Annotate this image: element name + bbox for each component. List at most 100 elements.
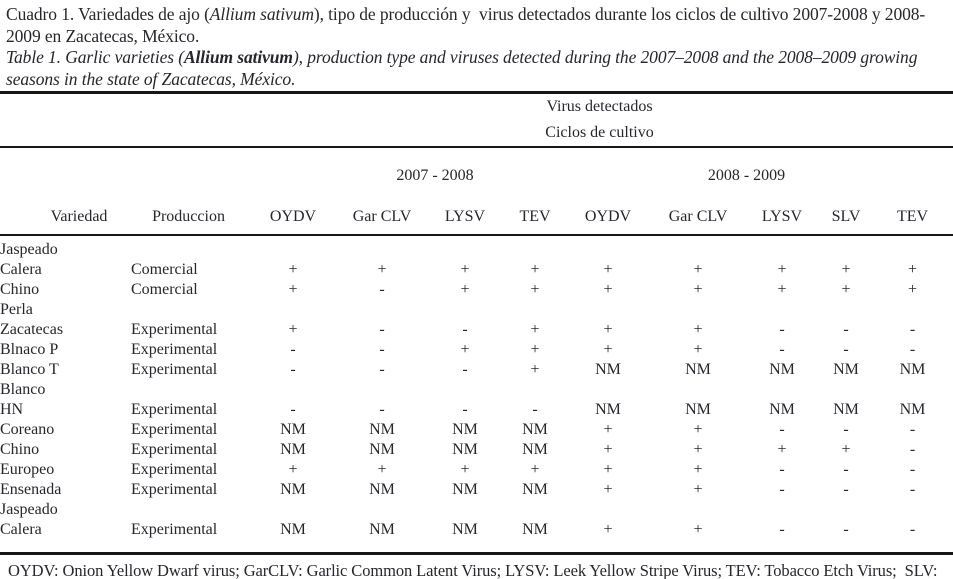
group-header-row: Virus detectados Ciclos de cultivo (0, 92, 953, 148)
virus-value-cell: NM (452, 521, 478, 538)
variety-line: Blanco T (0, 361, 59, 378)
production-cell: Experimental (131, 341, 218, 358)
variety-line: Perla (0, 301, 33, 318)
col-header-oydv-0708: OYDV (246, 191, 340, 236)
virus-value-cell: + (288, 461, 298, 478)
variety-line: Europeo (0, 461, 55, 478)
virus-value-cell: - (532, 401, 538, 418)
virus-value-cell: NM (369, 441, 395, 458)
virus-value-cell: - (779, 321, 785, 338)
season-2007-2008-cell: 2007 - 2008 (246, 147, 564, 191)
virus-value-cell: + (693, 281, 703, 298)
group-header-line2: Ciclos de cultivo (545, 124, 654, 141)
virus-value-cell: + (460, 261, 470, 278)
virus-value-cell: NM (899, 361, 926, 378)
variety-line: Jaspeado (0, 501, 58, 518)
virus-value-cell: + (603, 321, 613, 338)
virus-value-cell: + (693, 521, 703, 538)
virus-value-cell: NM (685, 401, 711, 418)
table-row-perla-zacatecas: Perla Zacatecas Experimental + - - + + +… (0, 300, 953, 340)
virus-value-cell: + (288, 261, 298, 278)
table-captions: Cuadro 1. Variedades de ajo (Allium sati… (0, 0, 953, 90)
virus-value-cell: + (603, 481, 613, 498)
virus-value-cell: - (843, 461, 849, 478)
variety-line: Calera (0, 521, 42, 538)
virus-value-cell: - (779, 481, 785, 498)
virus-value-cell: NM (769, 361, 795, 378)
virus-value-cell: + (460, 461, 470, 478)
virus-value-cell: NM (899, 401, 926, 418)
variety-cell: Ensenada (0, 480, 131, 500)
virus-value-cell: - (909, 481, 916, 498)
virus-value-cell: - (779, 341, 785, 358)
virus-value-cell: + (841, 261, 851, 278)
virus-value-cell: + (841, 281, 851, 298)
virus-value-cell: - (462, 361, 468, 378)
col-header-tev-0809: TEV (872, 191, 953, 236)
virus-value-cell: - (462, 321, 468, 338)
variety-cell: Jaspeado Calera (0, 235, 131, 280)
virus-value-cell: + (530, 341, 540, 358)
virus-value-cell: + (377, 261, 387, 278)
variety-line: HN (0, 401, 24, 418)
caption-en-prefix: Table 1. Garlic varieties ( (6, 47, 184, 67)
virus-value-cell: - (843, 341, 849, 358)
virus-value-cell: NM (522, 481, 548, 498)
virus-value-cell: + (530, 361, 540, 378)
virus-value-cell: + (693, 341, 703, 358)
virus-value-cell: NM (369, 421, 395, 438)
table-row-blanco-hn: Blanco HN Experimental - - - - NM NM NM … (0, 380, 953, 420)
group-header-spacer (0, 92, 246, 148)
virus-value-cell: + (693, 321, 703, 338)
virus-value-cell: + (460, 281, 470, 298)
virus-value-cell: + (603, 281, 613, 298)
table-footnote: OYDV: Onion Yellow Dwarf virus; GarCLV: … (8, 561, 938, 579)
variety-cell: Coreano (0, 420, 131, 440)
virus-value-cell: + (603, 421, 613, 438)
virus-value-cell: NM (369, 481, 395, 498)
col-header-garclv-0809: Gar CLV (652, 191, 744, 236)
production-cell: Experimental (131, 401, 218, 418)
virus-value-cell: - (779, 421, 785, 438)
season-header-row: 2007 - 2008 2008 - 2009 (0, 147, 953, 191)
virus-value-cell: NM (280, 481, 306, 498)
variety-line: Blnaco P (0, 341, 59, 358)
variety-line: Calera (0, 261, 42, 278)
table-row-chino-experimental: Chino Experimental NM NM NM NM + + + + - (0, 440, 953, 460)
virus-value-cell: - (909, 421, 916, 438)
production-cell: Experimental (131, 421, 218, 438)
col-header-lysv-0809: LYSV (744, 191, 820, 236)
season-spacer (0, 147, 246, 191)
virus-value-cell: NM (769, 401, 795, 418)
virus-value-cell: NM (522, 521, 548, 538)
virus-value-cell: + (603, 261, 613, 278)
table-row-coreano: Coreano Experimental NM NM NM NM + + - -… (0, 420, 953, 440)
virus-value-cell: + (603, 441, 613, 458)
production-cell: Experimental (131, 521, 218, 538)
variety-line: Ensenada (0, 481, 62, 498)
virus-value-cell: + (288, 321, 298, 338)
table-row-chino-comercial: Chino Comercial + - + + + + + + + (0, 280, 953, 300)
production-cell: Comercial (131, 281, 198, 298)
group-header-line1: Virus detectados (546, 98, 653, 115)
virus-value-cell: - (909, 441, 916, 458)
virus-value-cell: + (603, 461, 613, 478)
virus-value-cell: - (909, 341, 916, 358)
variety-cell: Europeo (0, 460, 131, 480)
table-row-blnaco-p: Blnaco P Experimental - - + + + + - - - (0, 340, 953, 360)
virus-value-cell: - (379, 361, 385, 378)
virus-value-cell: + (777, 281, 787, 298)
virus-value-cell: - (843, 481, 849, 498)
virus-value-cell: + (377, 461, 387, 478)
virus-value-cell: + (907, 261, 918, 278)
caption-spanish: Cuadro 1. Variedades de ajo (Allium sati… (6, 4, 945, 47)
variety-cell: Jaspeado Calera (0, 500, 131, 554)
caption-es-species-name: Allium sativum (209, 4, 314, 24)
virus-value-cell: - (843, 321, 849, 338)
table-row-ensenada: Ensenada Experimental NM NM NM NM + + - … (0, 480, 953, 500)
virus-value-cell: - (843, 421, 849, 438)
virus-value-cell: + (530, 321, 540, 338)
virus-value-cell: NM (522, 421, 548, 438)
garlic-virus-table: Virus detectados Ciclos de cultivo 2007 … (0, 91, 953, 555)
